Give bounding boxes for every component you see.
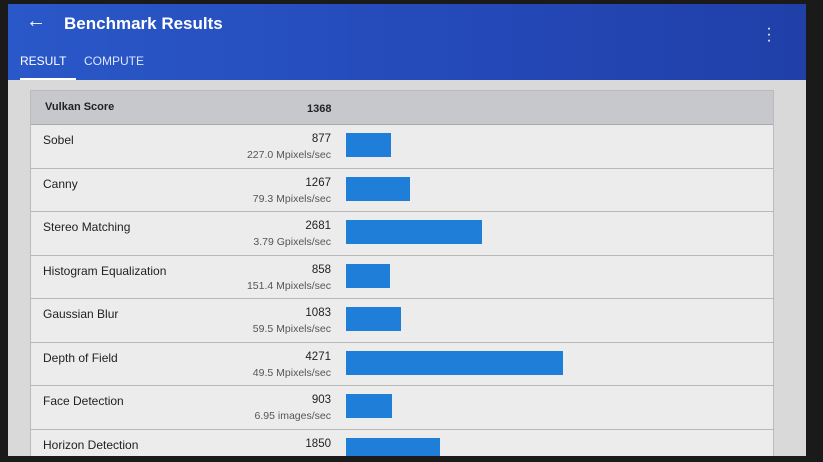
result-rate: 59.5 Mpixels/sec [252,323,331,335]
result-rate: 6.95 images/sec [254,410,331,422]
result-row: Histogram Equalization 858 151.4 Mpixels/s… [31,256,773,299]
result-row: Sobel 877 227.0 Mpixels/sec [31,125,773,169]
result-row: Gaussian Blur 1083 59.5 Mpixels/sec [31,299,773,343]
result-bar [346,263,390,288]
result-bar [346,176,411,201]
vulkan-score-row: Vulkan Score 1368 [31,91,773,125]
result-score: 4271 [305,350,331,363]
result-rate: 49.5 Mpixels/sec [252,366,331,379]
result-score: 2681 [305,220,331,232]
result-rate: 79.3 Mpixels/sec [252,192,331,205]
result-name: Depth of Field [43,350,118,365]
result-name: Horizon Detection [43,437,139,452]
score-label: Vulkan Score [45,101,115,113]
result-bar [346,220,483,244]
screen: ← Benchmark Results · · · RESULT COMPUTE V… [8,4,806,456]
tab-result[interactable]: RESULT [20,54,76,80]
result-row: Canny 1267 79.3 Mpixels/sec [31,169,773,212]
result-row: Stereo Matching 2681 3.79 Gpixels/sec [31,212,773,256]
result-score: 1850 [305,437,331,450]
result-name: Gaussian Blur [43,307,119,321]
result-score: 877 [311,133,331,145]
result-score: 1267 [305,176,331,189]
result-name: Sobel [43,133,74,147]
result-rate: 151.4 Mpixels/sec [246,279,331,292]
result-bar [346,133,391,157]
page-title: Benchmark Results [64,14,223,33]
result-bar [346,437,440,456]
result-rate: 3.79 Gpixels/sec [253,236,331,248]
score-value: 1368 [307,103,332,115]
result-rate: 227.0 Mpixels/sec [246,149,331,161]
result-row: Depth of Field 4271 49.5 Mpixels/sec [31,343,773,386]
arrow-left-icon[interactable]: ← [26,10,46,32]
result-score: 858 [311,263,331,276]
result-name: Face Detection [43,394,124,408]
result-row: Face Detection 903 6.95 images/sec [31,386,773,430]
result-bar [346,350,563,375]
results-card: Vulkan Score 1368 Sobel 877 227.0 Mpixels/… [30,90,774,456]
result-score: 1083 [305,307,331,319]
result-name: Canny [43,176,78,191]
result-score: 903 [311,394,331,406]
result-bar [346,394,392,418]
results-list: Sobel 877 227.0 Mpixels/sec Canny 1267 79.3 M… [31,125,773,456]
result-name: Stereo Matching [43,220,131,234]
tab-compute[interactable]: COMPUTE [84,54,144,68]
result-bar [346,307,402,331]
result-name: Histogram Equalization [43,263,167,278]
more-vert-icon[interactable]: · · · [766,20,772,49]
app-bar: ← Benchmark Results · · · RESULT COMPUTE [8,4,806,80]
result-row: Horizon Detection 1850 [31,430,773,456]
